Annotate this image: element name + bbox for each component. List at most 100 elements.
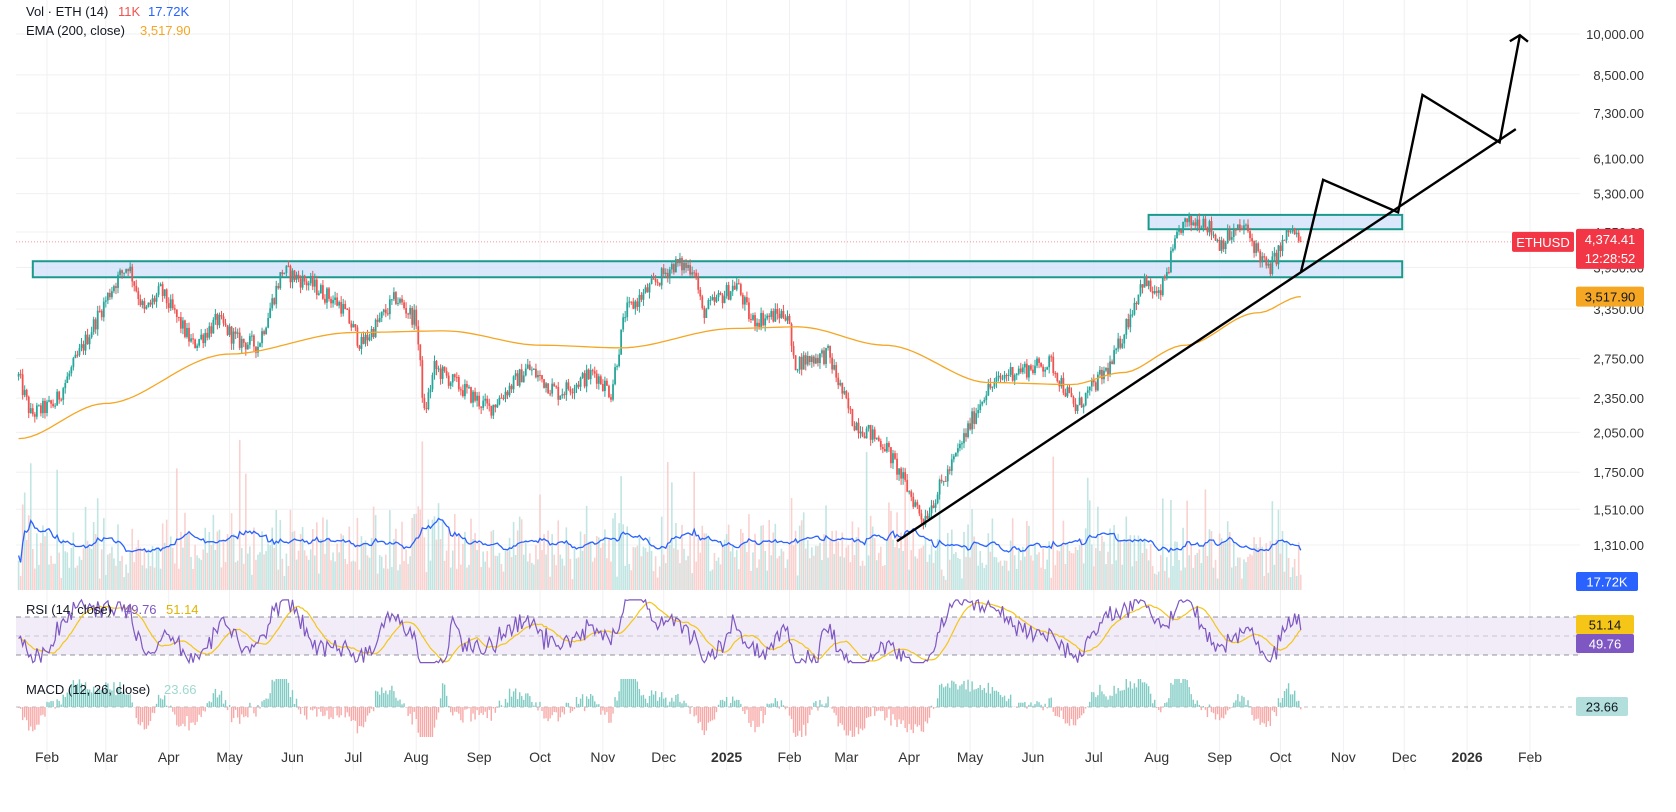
volume-bar — [796, 575, 799, 590]
macd-histogram-bar — [153, 707, 156, 714]
macd-histogram-bar — [1212, 707, 1215, 714]
volume-bar — [764, 550, 766, 590]
ema-legend[interactable]: EMA (200, close) 3,517.90 — [26, 23, 191, 38]
candle-body — [1224, 242, 1227, 250]
macd-histogram-bar — [790, 707, 793, 720]
time-tick-label[interactable]: Jun — [1022, 749, 1045, 765]
volume-bar — [776, 558, 779, 590]
macd-histogram-bar — [1275, 707, 1278, 717]
time-tick-label[interactable]: Jul — [344, 749, 362, 765]
macd-histogram-bar — [1026, 707, 1028, 709]
time-tick-label[interactable]: Sep — [1207, 749, 1232, 765]
time-tick-label[interactable]: Sep — [467, 749, 492, 765]
time-tick-label[interactable]: May — [216, 749, 242, 765]
candle-body — [285, 265, 288, 273]
volume-bar — [143, 547, 146, 590]
volume-bar — [44, 536, 46, 590]
volume-bar — [719, 564, 722, 590]
macd-histogram-bar — [890, 707, 892, 726]
macd-histogram-bar — [415, 707, 417, 720]
candle-body — [713, 297, 716, 302]
volume-bar — [800, 520, 803, 590]
candle-body — [683, 262, 685, 271]
time-tick-label[interactable]: Jul — [1085, 749, 1103, 765]
time-tick-label[interactable]: Nov — [1331, 749, 1356, 765]
candle-body — [743, 297, 746, 305]
trendline[interactable] — [896, 128, 1517, 543]
time-tick-label[interactable]: Jun — [281, 749, 304, 765]
macd-histogram-bar — [738, 699, 740, 707]
volume-bar — [508, 537, 511, 590]
candle-body — [127, 269, 130, 272]
macd-histogram-bar — [247, 707, 249, 718]
macd-histogram-bar — [557, 707, 559, 722]
candle-body — [1178, 229, 1180, 232]
time-tick-label[interactable]: Feb — [777, 749, 801, 765]
candle-body — [108, 292, 111, 298]
time-tick-label[interactable]: Apr — [898, 749, 920, 765]
projection-path[interactable] — [1299, 35, 1522, 273]
candle-body — [804, 355, 807, 365]
time-tick-label[interactable]: Apr — [158, 749, 180, 765]
volume-bar — [1273, 564, 1276, 590]
macd-histogram-bar — [234, 707, 237, 710]
time-tick-label[interactable]: Dec — [651, 749, 676, 765]
volume-bar — [833, 553, 835, 590]
volume-bar — [806, 540, 809, 590]
macd-histogram-bar — [265, 698, 267, 707]
macd-histogram-bar — [78, 679, 81, 707]
volume-bar — [1099, 550, 1101, 590]
volume-bar — [399, 564, 401, 590]
volume-bar — [983, 568, 986, 590]
candle-body — [837, 377, 840, 386]
volume-bar — [137, 539, 140, 590]
time-tick-label[interactable]: Feb — [1518, 749, 1542, 765]
time-tick-label[interactable]: Aug — [404, 749, 429, 765]
volume-bar — [147, 549, 150, 590]
volume-bar — [1007, 570, 1010, 590]
volume-bar — [1076, 549, 1079, 590]
candle-body — [1145, 276, 1148, 287]
trend-drawings[interactable] — [16, 33, 1580, 543]
time-tick-label[interactable]: Oct — [1270, 749, 1292, 765]
time-tick-label[interactable]: Oct — [529, 749, 551, 765]
volume-bar — [218, 529, 221, 590]
time-tick-label[interactable]: May — [957, 749, 983, 765]
projection-arrowhead[interactable] — [1509, 33, 1529, 43]
macd-histogram-bar — [679, 701, 681, 707]
macd-legend[interactable]: MACD (12, 26, close) 23.66 — [26, 682, 197, 697]
candle-body — [23, 389, 26, 396]
horizontal-zones[interactable] — [31, 213, 1404, 279]
time-axis[interactable]: Feb Mar Apr May Jun Jul Aug Sep Oct Nov Dec 2025 Feb… — [35, 749, 1542, 765]
macd-histogram-bar — [1062, 707, 1065, 720]
candle-body — [395, 292, 397, 304]
zone-rect-1[interactable] — [31, 260, 1404, 279]
time-tick-label[interactable]: Mar — [94, 749, 118, 765]
time-tick-label[interactable]: 2026 — [1452, 749, 1483, 765]
macd-histogram-bar — [1214, 707, 1217, 720]
candle-body — [1273, 252, 1276, 257]
volume-legend-value-1: 11K — [118, 4, 140, 19]
time-tick-label[interactable]: Feb — [35, 749, 59, 765]
candle-body — [555, 386, 558, 388]
macd-histogram-bar — [1277, 698, 1280, 707]
volume-bar — [470, 518, 472, 590]
time-tick-label[interactable]: Dec — [1392, 749, 1417, 765]
volume-bar — [993, 556, 996, 590]
candle-body — [224, 323, 227, 326]
time-tick-label[interactable]: Aug — [1144, 749, 1169, 765]
time-tick-label[interactable]: 2025 — [711, 749, 742, 765]
volume-legend[interactable]: Vol · ETH (14) 11K 17.72K — [26, 4, 190, 19]
candle-body — [273, 298, 276, 305]
rsi-legend[interactable]: RSI (14, close) 49.76 51.14 — [26, 602, 199, 617]
volume-bar — [1241, 578, 1243, 590]
volume-bar — [624, 565, 626, 590]
macd-histogram-bar — [330, 707, 332, 718]
volume-bar — [573, 548, 576, 590]
volume-bar — [1210, 531, 1213, 590]
volume-bar — [157, 548, 160, 590]
time-tick-label[interactable]: Mar — [834, 749, 858, 765]
candle-body — [445, 371, 448, 376]
time-tick-label[interactable]: Nov — [590, 749, 615, 765]
